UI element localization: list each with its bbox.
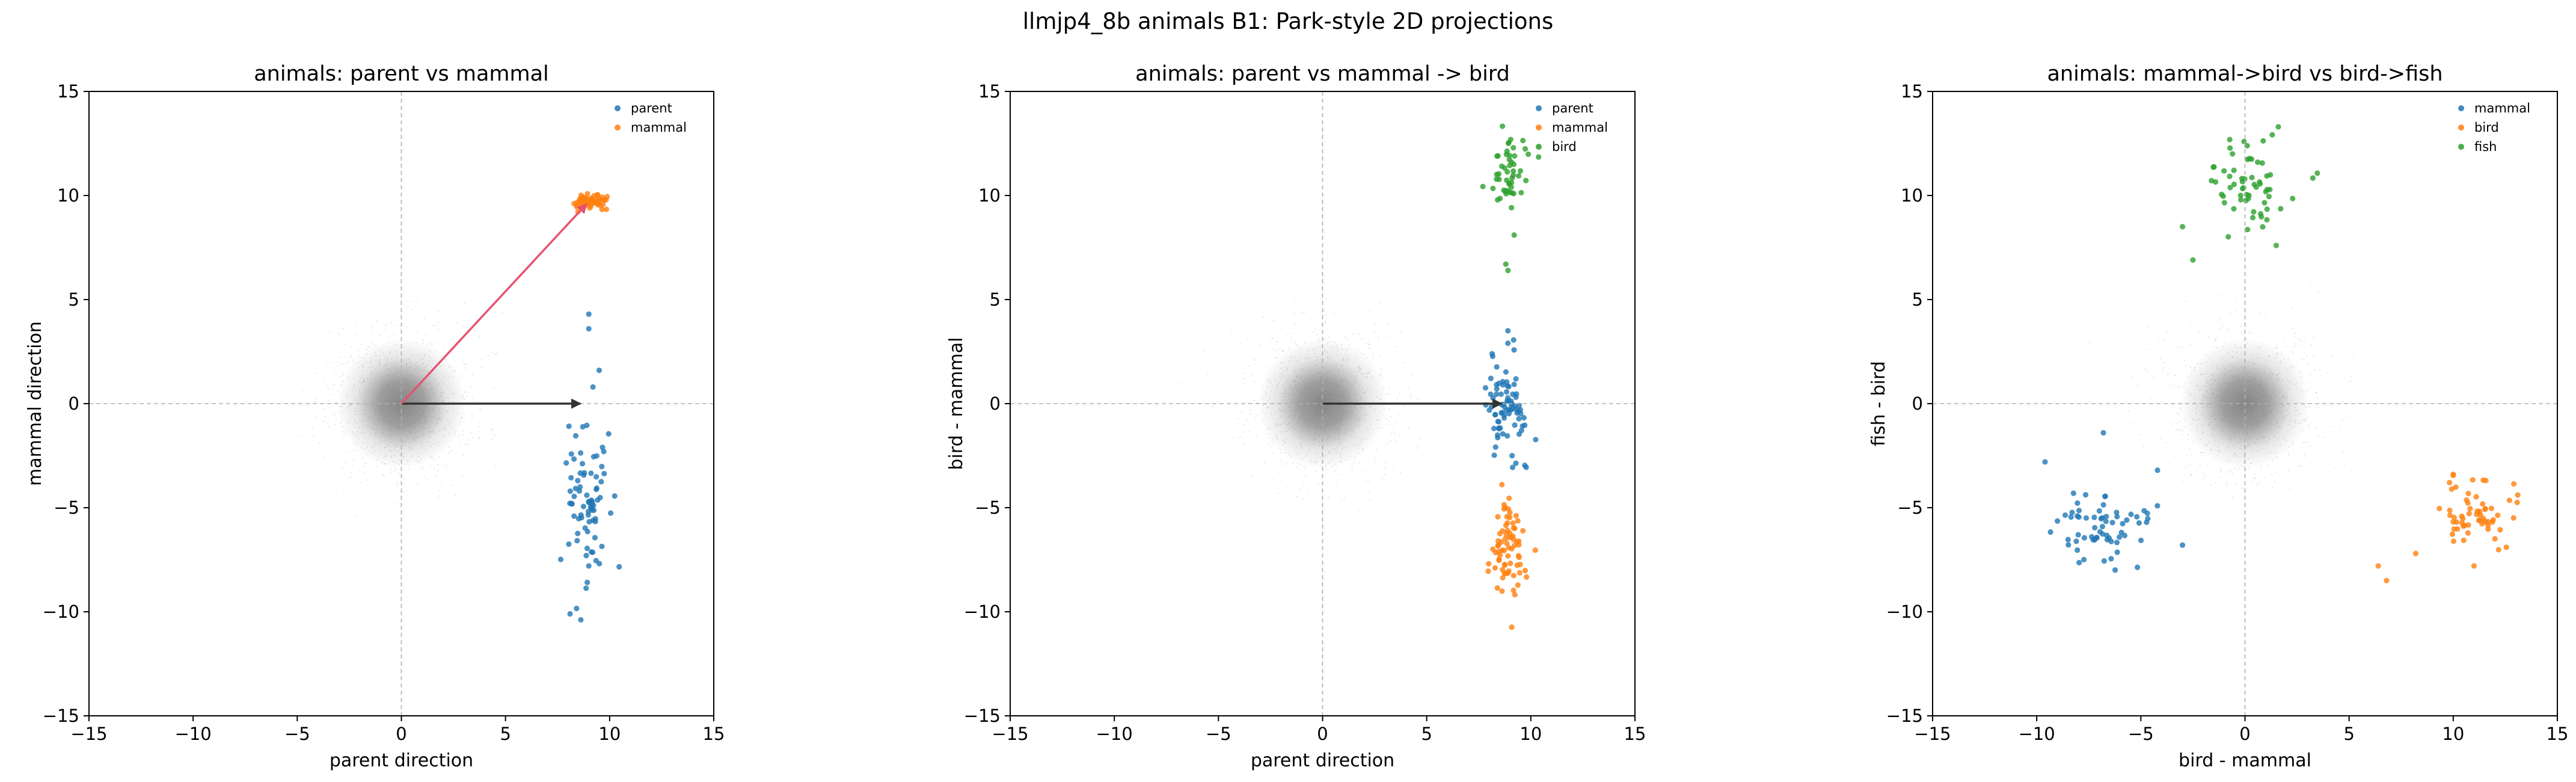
point-mammal xyxy=(595,202,601,208)
point-mammal xyxy=(590,199,596,206)
point-parent xyxy=(575,478,581,484)
point-parent xyxy=(589,498,595,505)
y-tick-label: 15 xyxy=(57,81,79,102)
point-parent xyxy=(586,325,592,332)
point-mammal xyxy=(599,206,605,212)
point-parent xyxy=(572,485,578,491)
point-parent xyxy=(571,493,577,499)
point-parent xyxy=(575,531,581,537)
point-parent xyxy=(592,535,598,541)
y-axis-label: mammal direction xyxy=(25,321,46,486)
point-parent xyxy=(592,519,598,525)
point-mammal xyxy=(595,192,601,199)
point-parent xyxy=(612,493,618,499)
y-tick-label: 10 xyxy=(57,185,79,206)
point-parent xyxy=(581,470,587,476)
point-parent xyxy=(571,513,577,519)
point-parent xyxy=(593,474,600,480)
y-tick-label: 5 xyxy=(69,289,79,310)
series-mammal xyxy=(571,191,610,215)
y-tick-label: −10 xyxy=(43,602,79,622)
point-parent xyxy=(584,579,590,585)
point-parent xyxy=(583,585,589,591)
y-tick-label: −5 xyxy=(54,497,79,518)
point-parent xyxy=(599,464,605,470)
legend: parent mammal xyxy=(615,101,687,135)
x-tick-label: −5 xyxy=(284,724,310,744)
point-mammal xyxy=(584,195,590,201)
chart-title: animals: parent vs mammal xyxy=(254,62,549,86)
point-parent xyxy=(568,475,574,481)
point-parent xyxy=(593,453,600,459)
point-parent xyxy=(606,431,612,437)
background-cloud-points xyxy=(296,300,504,517)
point-parent xyxy=(598,479,604,485)
point-parent xyxy=(574,605,580,612)
point-parent xyxy=(584,546,590,552)
point-mammal xyxy=(584,191,590,197)
point-parent xyxy=(590,384,596,390)
y-tick-label: −15 xyxy=(43,706,79,726)
point-parent xyxy=(584,492,590,498)
point-parent xyxy=(578,514,584,521)
point-parent xyxy=(566,423,572,429)
point-parent xyxy=(596,368,603,374)
point-parent xyxy=(568,451,574,457)
point-parent xyxy=(574,538,580,544)
point-mammal xyxy=(603,206,610,212)
point-parent xyxy=(567,611,573,617)
x-axis-label: parent direction xyxy=(330,750,473,771)
point-parent xyxy=(593,485,600,491)
point-parent xyxy=(595,497,601,503)
point-parent xyxy=(571,456,577,462)
point-parent xyxy=(588,549,595,555)
x-tick-label: −10 xyxy=(175,724,212,744)
point-parent xyxy=(596,561,603,567)
point-parent xyxy=(607,510,614,516)
point-parent xyxy=(567,488,573,494)
x-tick-label: 5 xyxy=(500,724,511,744)
point-parent xyxy=(572,433,579,439)
x-tick-label: 10 xyxy=(598,724,621,744)
point-parent xyxy=(583,553,589,559)
point-parent xyxy=(586,508,592,514)
point-parent xyxy=(586,311,592,317)
legend-marker-parent xyxy=(615,105,621,111)
figure-title: llmjp4_8b animals B1: Park-style 2D proj… xyxy=(1022,8,1554,34)
point-parent xyxy=(616,564,622,570)
point-parent xyxy=(586,563,592,569)
series-parent xyxy=(557,311,622,623)
point-parent xyxy=(599,543,605,549)
point-parent xyxy=(563,460,569,466)
legend-marker-mammal xyxy=(615,125,621,131)
legend-label-parent: parent xyxy=(631,101,672,115)
point-parent xyxy=(589,504,595,511)
point-parent xyxy=(578,617,584,623)
y-tick-label: 0 xyxy=(69,393,79,414)
point-mammal xyxy=(571,200,577,207)
x-tick-label: 15 xyxy=(703,724,725,744)
point-parent xyxy=(566,541,572,547)
point-parent xyxy=(588,470,594,476)
point-parent xyxy=(579,461,586,467)
legend-label-mammal: mammal xyxy=(631,120,687,135)
x-tick-label: −15 xyxy=(70,724,107,744)
point-parent xyxy=(584,422,590,428)
plot-area xyxy=(296,191,622,623)
point-parent xyxy=(557,556,564,562)
point-parent xyxy=(569,500,575,506)
direction-arrow-1 xyxy=(400,203,587,405)
point-parent xyxy=(601,448,607,455)
point-mammal xyxy=(603,197,609,203)
x-tick-label: 0 xyxy=(396,724,406,744)
point-parent xyxy=(586,519,592,525)
point-mammal xyxy=(600,201,606,208)
point-parent xyxy=(578,450,584,456)
point-parent xyxy=(601,470,607,476)
point-parent xyxy=(584,529,590,535)
point-parent xyxy=(580,503,587,510)
